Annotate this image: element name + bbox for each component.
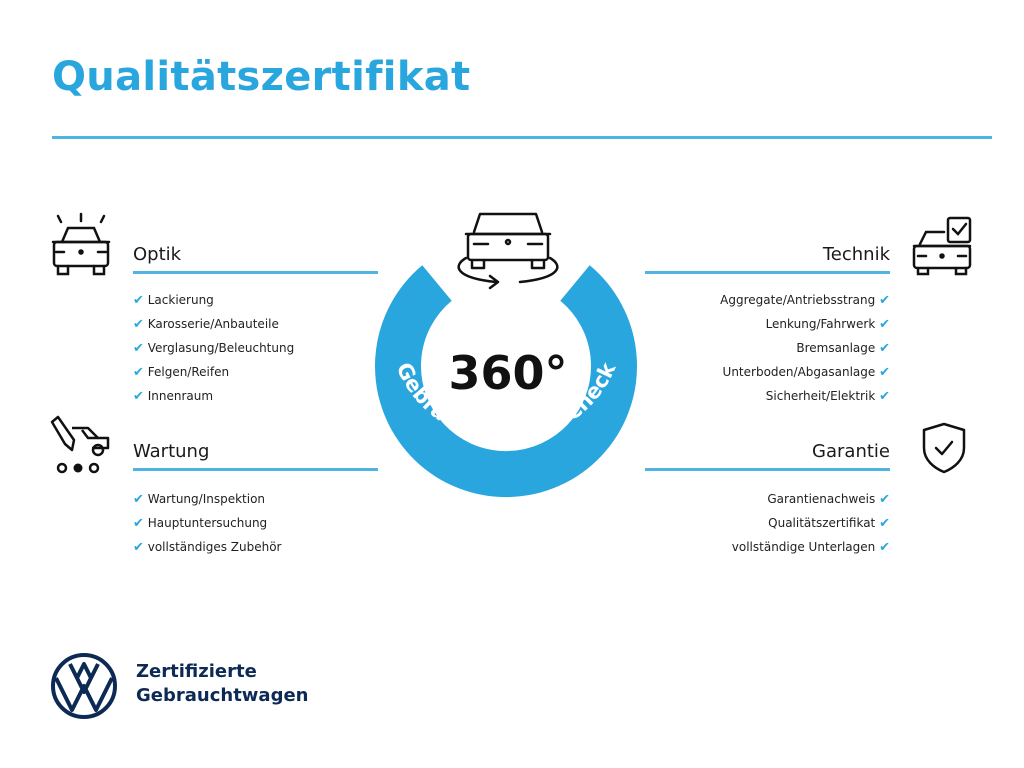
check-icon: ✔ (879, 317, 890, 332)
section-divider (645, 468, 890, 471)
check-icon: ✔ (133, 389, 144, 404)
section-wartung: Wartung ✔ Wartung/Inspektion ✔ Hauptunte… (133, 440, 378, 559)
check-icon: ✔ (133, 365, 144, 380)
section-heading: Garantie (812, 441, 890, 462)
check-icon: ✔ (879, 341, 890, 356)
list-item: Qualitätszertifikat ✔ (768, 516, 890, 531)
list-item: ✔ Hauptuntersuchung (133, 516, 268, 531)
ring (375, 265, 637, 498)
list-item: ✔ Felgen/Reifen (133, 365, 230, 380)
section-divider (645, 271, 890, 274)
list-item: ✔ Wartung/Inspektion (133, 492, 266, 507)
list-item: ✔ vollständiges Zubehör (133, 540, 282, 555)
car-rotate-icon (457, 212, 559, 290)
list-item: ✔ Lackierung (133, 293, 214, 308)
list-item: Garantienachweis ✔ (767, 492, 890, 507)
list-item: ✔ Innenraum (133, 389, 214, 404)
section-divider (133, 468, 378, 471)
degree-label: 360° (448, 346, 567, 400)
car-checklist-icon (912, 216, 972, 276)
check-icon: ✔ (879, 492, 890, 507)
footer-brand-text: Zertifizierte Gebrauchtwagen (136, 661, 309, 706)
list-item: ✔ Karosserie/Anbauteile (133, 317, 279, 332)
car-lights-icon (51, 212, 111, 276)
service-tools-icon (50, 415, 110, 474)
title-divider (52, 136, 992, 139)
section-heading: Wartung (133, 441, 210, 462)
section-technik: Technik Aggregate/Antriebsstrang ✔ Lenku… (645, 243, 890, 408)
vw-logo (51, 653, 117, 719)
list-item: Aggregate/Antriebsstrang ✔ (720, 293, 890, 308)
list-item: ✔ Verglasung/Beleuchtung (133, 341, 295, 356)
check-icon: ✔ (133, 516, 144, 531)
section-heading: Optik (133, 244, 182, 265)
check-icon: ✔ (133, 540, 144, 555)
check-icon: ✔ (133, 341, 144, 356)
check-icon: ✔ (879, 389, 890, 404)
section-optik: Optik ✔ Lackierung ✔ Karosserie/Anbautei… (133, 243, 378, 408)
list-item: Bremsanlage ✔ (796, 341, 890, 356)
check-icon: ✔ (133, 492, 144, 507)
check-icon: ✔ (879, 293, 890, 308)
list-item: Sicherheit/Elektrik ✔ (765, 389, 890, 404)
check-icon: ✔ (879, 516, 890, 531)
gebrauchtwagen-check-badge: Gebrauchtwagen-Check 360° (375, 212, 637, 498)
shield-check-icon (922, 422, 966, 474)
check-icon: ✔ (133, 293, 144, 308)
list-item: Unterboden/Abgasanlage ✔ (722, 365, 890, 380)
check-icon: ✔ (879, 365, 890, 380)
section-divider (133, 271, 378, 274)
section-heading: Technik (822, 244, 890, 265)
section-garantie: Garantie Garantienachweis ✔ Qualitätszer… (645, 440, 890, 559)
list-item: vollständige Unterlagen ✔ (731, 540, 890, 555)
check-icon: ✔ (133, 317, 144, 332)
page-title: Qualitätszertifikat (52, 54, 471, 100)
check-icon: ✔ (879, 540, 890, 555)
list-item: Lenkung/Fahrwerk ✔ (765, 317, 890, 332)
